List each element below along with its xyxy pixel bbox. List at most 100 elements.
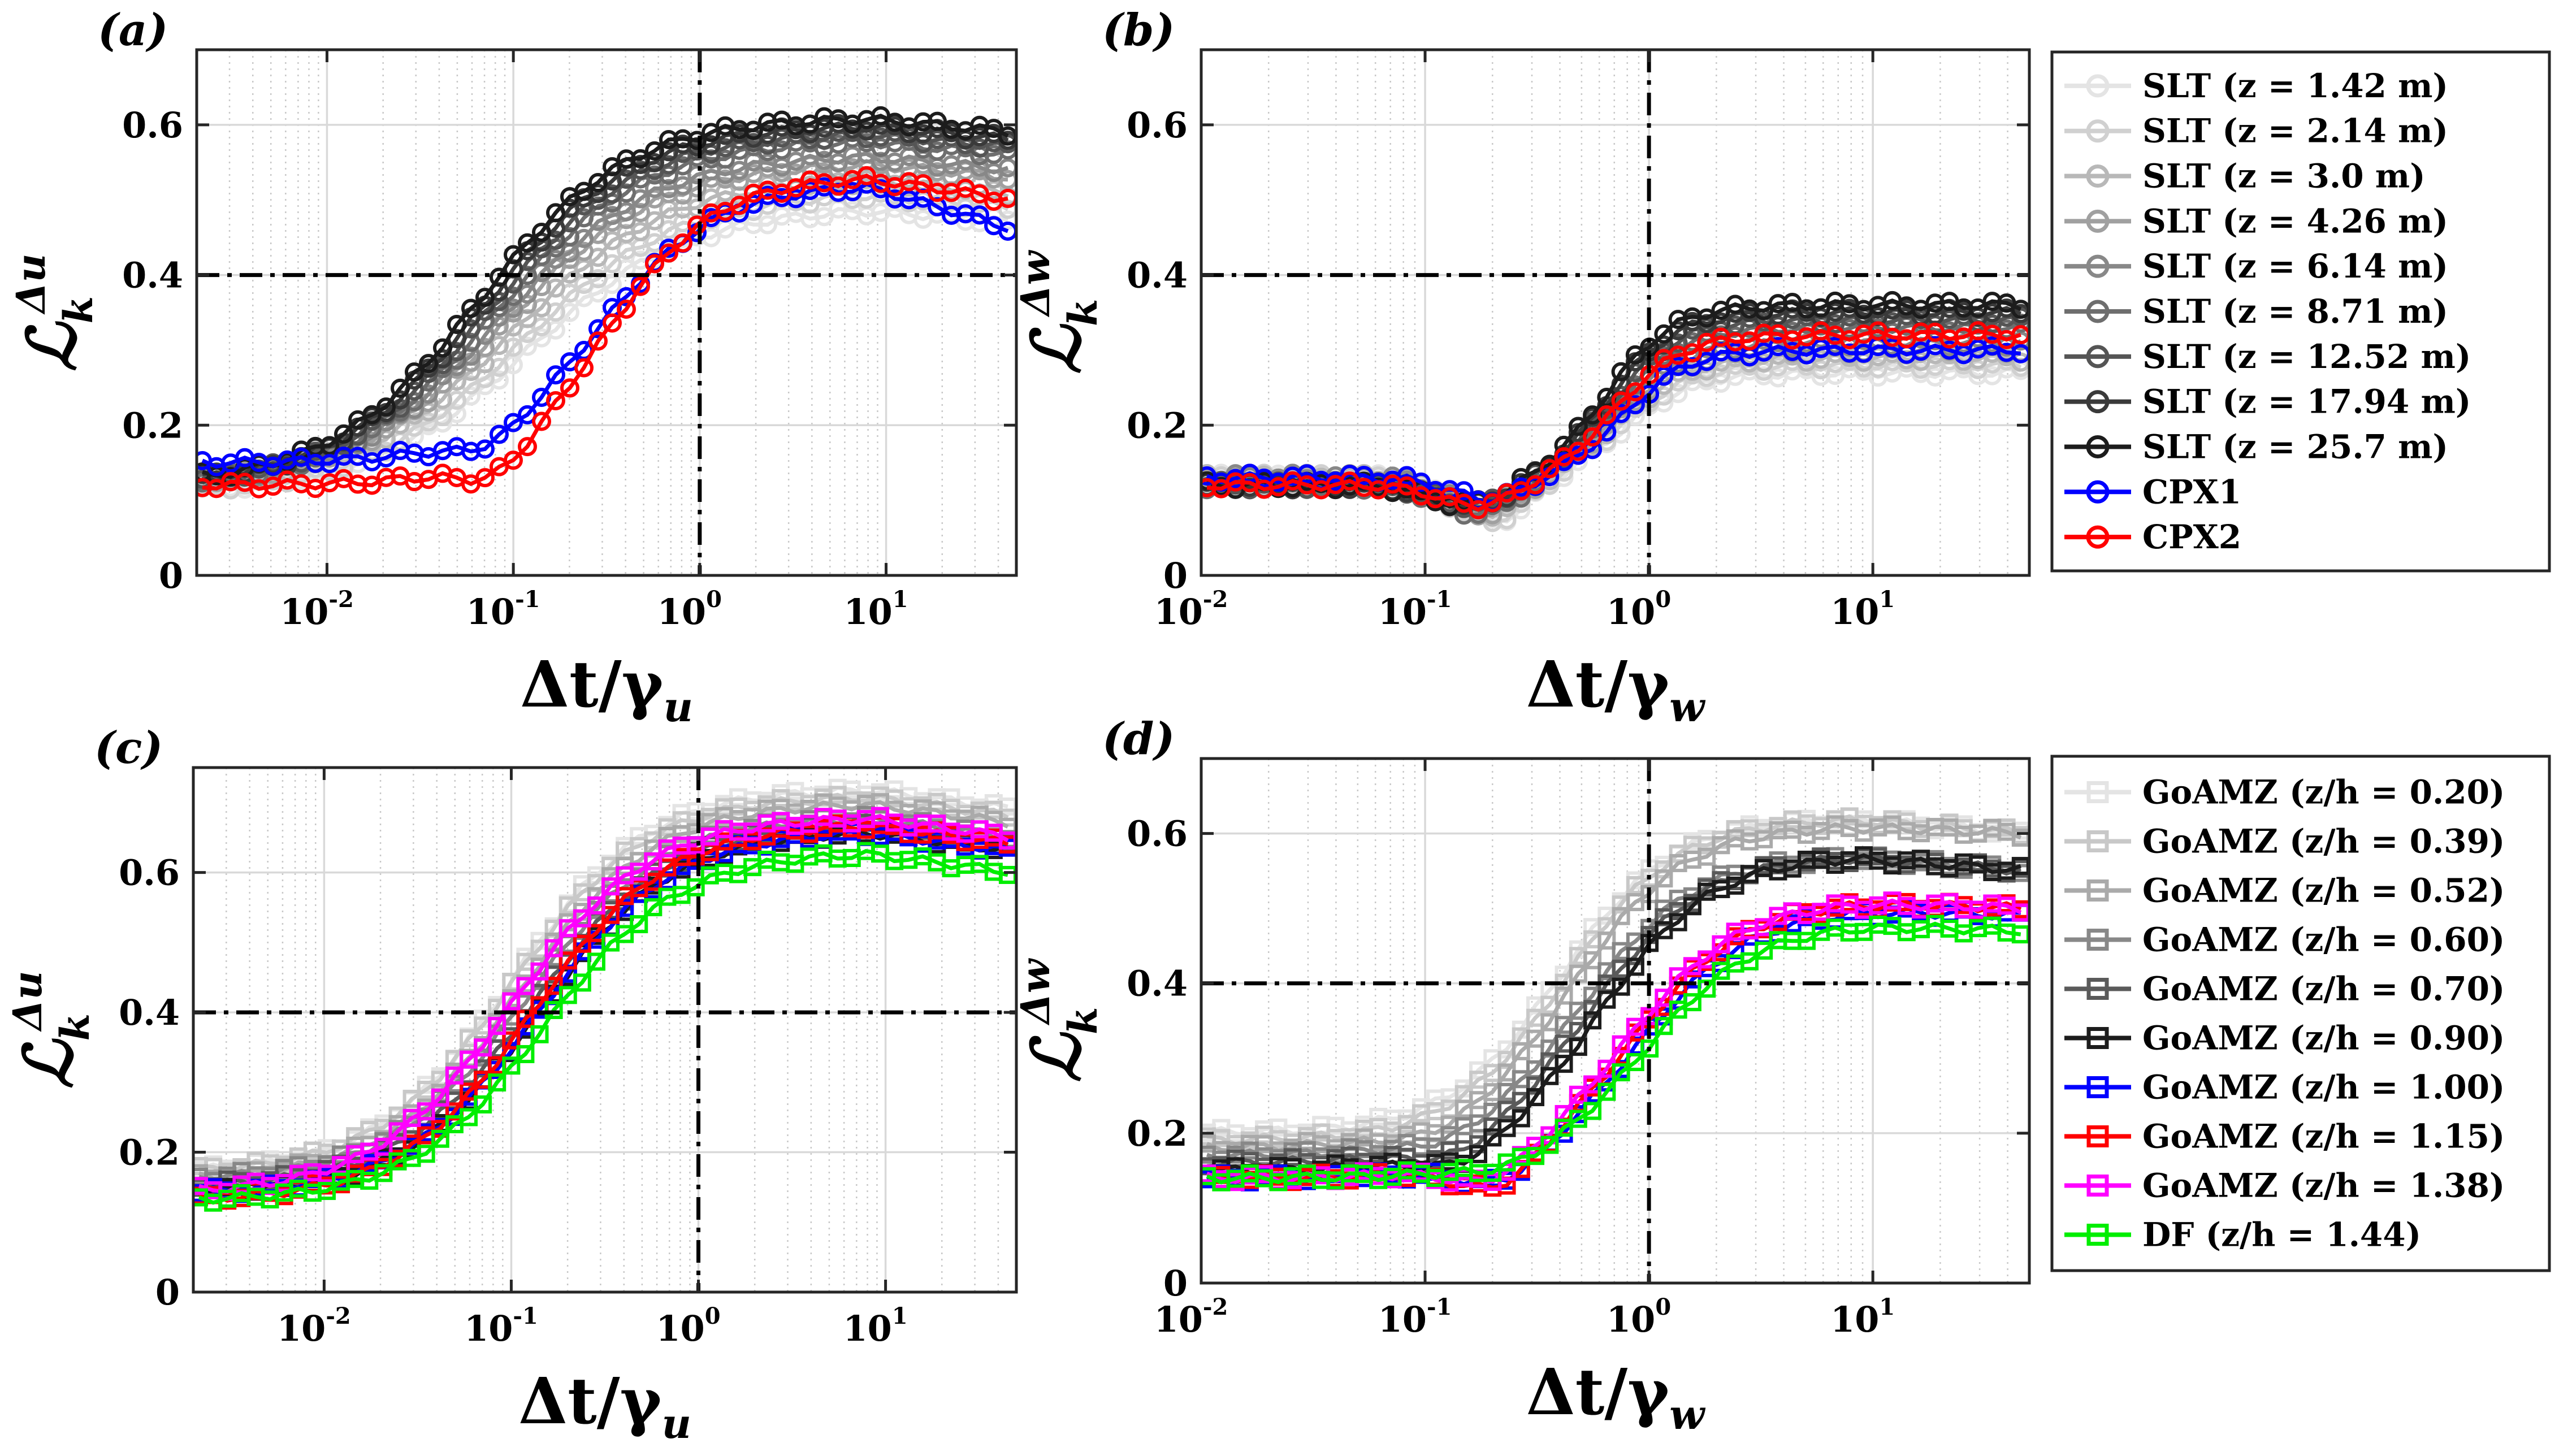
data-point (405, 362, 424, 382)
data-point (1740, 952, 1759, 970)
data-point (1611, 391, 1631, 411)
data-point (1512, 1042, 1530, 1060)
data-point (1540, 459, 1560, 479)
data-point (617, 202, 636, 222)
data-point (504, 450, 523, 470)
data-point (573, 934, 591, 953)
data-point (532, 223, 551, 242)
data-point (1583, 951, 1602, 969)
legend-entry: SLT (z = 12.52 m) (2064, 337, 2471, 376)
data-point (758, 215, 777, 235)
legend-swatch-marker (2086, 1125, 2109, 1147)
data-point (490, 267, 509, 287)
data-point (601, 905, 620, 924)
legend-label: GoAMZ (z/h = 1.38) (2142, 1167, 2505, 1205)
data-point (588, 269, 608, 289)
data-point (673, 233, 692, 253)
data-point (616, 925, 634, 943)
data-point (317, 1182, 336, 1201)
y-axis-label-c: ℒkΔu (4, 971, 98, 1089)
data-point (532, 411, 551, 431)
data-point (857, 166, 876, 185)
data-point (1497, 1119, 1516, 1137)
data-point (687, 215, 707, 235)
data-point (686, 878, 705, 896)
legend-label: SLT (z = 25.7 m) (2142, 427, 2448, 466)
data-point (631, 149, 650, 168)
data-point (588, 331, 608, 351)
data-point (644, 898, 663, 917)
data-point (1612, 1063, 1630, 1082)
data-point (1669, 913, 1687, 931)
legend-entry: GoAMZ (z/h = 0.39) (2064, 822, 2505, 861)
series-group-a (197, 106, 1016, 500)
y-tick-label: 0.4 (1127, 255, 1188, 296)
y-axis-label-b: ℒkΔw (1012, 249, 1106, 374)
data-point (1583, 1102, 1602, 1120)
data-point (376, 397, 396, 417)
data-point (530, 962, 549, 981)
data-point (1698, 847, 1716, 866)
data-point (786, 178, 806, 198)
data-point (431, 1088, 449, 1107)
data-point (1583, 427, 1603, 447)
data-point (1626, 957, 1644, 976)
legend-entry: CPX1 (2064, 473, 2241, 511)
x-tick-label: 101 (1830, 1294, 1895, 1340)
legend-label: CPX2 (2142, 518, 2241, 556)
data-point (320, 436, 339, 456)
legend-entry: SLT (z = 25.7 m) (2064, 427, 2448, 466)
legend-entry: CPX2 (2064, 518, 2241, 556)
legend-label: SLT (z = 2.14 m) (2142, 112, 2448, 150)
legend-entry: GoAMZ (z/h = 0.60) (2064, 921, 2505, 959)
data-point (1611, 362, 1631, 382)
panel-label-a: (a) (98, 5, 168, 56)
data-point (419, 354, 438, 374)
legend-swatch-marker (2086, 781, 2109, 803)
data-point (518, 233, 537, 253)
data-point (659, 243, 678, 263)
reference-lines-c (193, 768, 1016, 1292)
x-tick-label: 100 (1607, 1294, 1671, 1340)
data-point (644, 852, 663, 871)
tick-marks-c (193, 768, 1016, 1294)
series-a-10 (197, 166, 1016, 499)
legend-label: GoAMZ (z/h = 0.60) (2142, 921, 2505, 959)
data-point (630, 915, 648, 934)
data-point (1655, 869, 1673, 888)
legend-entry: GoAMZ (z/h = 0.52) (2064, 872, 2505, 910)
data-point (1483, 493, 1503, 513)
x-axis-label-a: Δt/γu (520, 648, 693, 731)
y-tick-label: 0 (1163, 1263, 1188, 1304)
data-point (544, 1000, 563, 1019)
data-point (617, 299, 636, 319)
data-point (1654, 324, 1674, 344)
data-point (1755, 941, 1773, 960)
data-point (417, 1145, 435, 1163)
data-point (1569, 1038, 1587, 1056)
y-tick-label: 0 (1163, 555, 1188, 596)
data-point (644, 873, 663, 891)
data-point (1540, 1136, 1559, 1154)
data-point (1755, 918, 1773, 937)
data-point (645, 141, 664, 161)
tick-marks-b (1200, 50, 2029, 577)
series-group-d (1201, 807, 2029, 1197)
legend-label: SLT (z = 3.0 m) (2142, 157, 2426, 196)
panel-label-b: (b) (1102, 5, 1175, 56)
legend-entry: SLT (z = 1.42 m) (2064, 67, 2448, 105)
data-point (332, 1156, 350, 1175)
x-axis-label-d: Δt/γw (1526, 1355, 1706, 1438)
panel-b: 0 0.2 0.4 0.6 10-2 10-1 100 101 Δt/γw ℒkΔw (b) (1012, 5, 2031, 731)
legend-entry: SLT (z = 4.26 m) (2064, 202, 2448, 240)
legend-swatch-marker (2086, 1076, 2109, 1098)
data-point (815, 207, 834, 227)
legend-label: GoAMZ (z/h = 1.15) (2142, 1117, 2505, 1156)
data-point (558, 919, 577, 938)
legend-bottom: GoAMZ (z/h = 0.20) GoAMZ (z/h = 0.39) GoAM… (2050, 755, 2551, 1272)
legend-entry: GoAMZ (z/h = 0.20) (2064, 773, 2505, 812)
data-point (1569, 964, 1587, 983)
legend-swatch-marker (2086, 1224, 2109, 1246)
x-tick-label: 10-1 (466, 586, 540, 632)
